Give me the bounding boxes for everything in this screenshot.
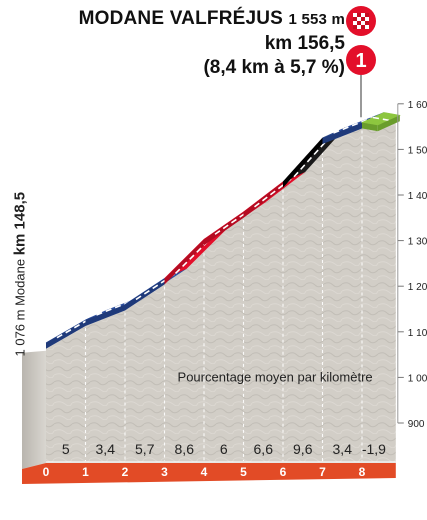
- flag-cell: [357, 21, 361, 25]
- flag-cell: [357, 13, 361, 17]
- terrain-face: [46, 121, 396, 464]
- km-tick-label: 8: [359, 465, 366, 479]
- flag-cell: [365, 25, 369, 29]
- y-tick-label: 900 m: [408, 419, 427, 430]
- start-label: 1 076 m Modane km 148,5: [12, 192, 29, 357]
- y-tick-label: 1 200 m: [408, 282, 427, 293]
- flag-cell: [353, 21, 357, 25]
- route-center-line: [56, 314, 97, 339]
- km-tick-label: 6: [280, 465, 287, 479]
- route-center-line: [333, 116, 374, 134]
- gradient-label: 5: [62, 441, 70, 457]
- profile-segment-front: [283, 138, 323, 188]
- finish-name: MODANE VALFRÉJUS: [78, 8, 284, 29]
- y-tick-label: 1 600 m: [408, 100, 427, 111]
- flag-cell: [353, 17, 357, 21]
- flag-cell: [353, 25, 357, 29]
- km-tick-label: 7: [319, 465, 326, 479]
- ground-band: [22, 463, 396, 484]
- gradient-label: 5,7: [135, 441, 155, 457]
- gradient-label: 9,6: [293, 441, 313, 457]
- y-tick-label: 1 300 m: [408, 237, 427, 248]
- finish-km: km 156,5: [264, 33, 345, 54]
- flag-cell: [357, 17, 361, 21]
- finish-cap: [377, 115, 400, 132]
- profile-segment-front: [322, 122, 362, 144]
- y-tick-label: 1 100 m: [408, 328, 427, 339]
- flag-cell: [361, 21, 365, 25]
- category-number: 1: [355, 50, 366, 72]
- km-tick-label: 4: [201, 465, 208, 479]
- gradient-label: 6,6: [254, 441, 274, 457]
- km-tick-label: 1: [82, 465, 89, 479]
- gradient-annotation: Pourcentage moyen par kilomètre: [178, 369, 373, 384]
- flag-cell: [365, 17, 369, 21]
- route-center-line: [135, 272, 176, 301]
- flag-cell: [353, 13, 357, 17]
- profile-segment-front: [164, 239, 204, 285]
- y-tick-label: 1 500 m: [408, 145, 427, 156]
- start-km: km 148,5: [11, 191, 29, 256]
- km-tick-label: 5: [240, 465, 247, 479]
- flag-cell: [365, 21, 369, 25]
- km-tick-label: 2: [122, 465, 129, 479]
- flag-cell: [357, 25, 361, 29]
- flag-cell: [365, 13, 369, 17]
- climb-summary: (8,4 km à 5,7 %): [203, 57, 345, 78]
- profile-segment-front: [362, 122, 378, 132]
- km-tick-label: 3: [161, 465, 168, 479]
- flag-cell: [361, 17, 365, 21]
- finish-title: MODANE VALFRÉJUS 1 553 m: [79, 8, 345, 30]
- route-center-line: [372, 116, 389, 122]
- start-altitude: 1 076 m Modane: [12, 258, 28, 357]
- y-tick-label: 1 000 m: [408, 373, 427, 384]
- flag-cell: [361, 13, 365, 17]
- km-tick-label: 0: [43, 465, 50, 479]
- terrain-left-wall: [22, 350, 46, 469]
- checkered-flag-icon: [353, 13, 369, 29]
- y-tick-label: 1 400 m: [408, 191, 427, 202]
- gradient-label: 6: [220, 441, 228, 457]
- category-badge: [346, 45, 376, 75]
- gradient-label: 3,4: [333, 441, 353, 457]
- gradient-label: -1,9: [362, 441, 386, 457]
- gradient-label: 8,6: [175, 441, 195, 457]
- gradient-label: 3,4: [96, 441, 116, 457]
- finish-altitude: 1 553 m: [288, 11, 345, 28]
- profile-segment-front: [85, 304, 125, 326]
- flag-cell: [361, 25, 365, 29]
